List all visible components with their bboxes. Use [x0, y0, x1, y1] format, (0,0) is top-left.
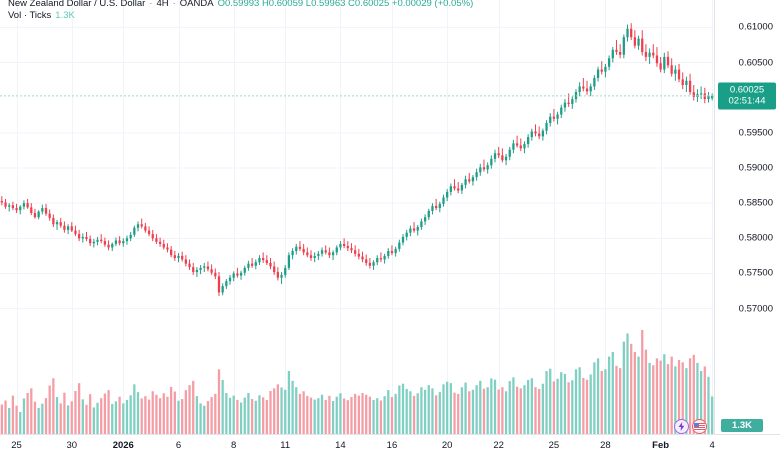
price-tick: 0.57500 [738, 267, 773, 279]
economic-event-bolt-icon[interactable] [674, 419, 689, 434]
time-tick: 8 [231, 440, 237, 451]
time-tick: 28 [600, 440, 611, 451]
grid-lines [0, 0, 714, 434]
chart-canvas [0, 0, 714, 434]
price-tick: 0.60500 [738, 57, 773, 69]
time-tick: 25 [11, 440, 22, 451]
time-tick: 20 [441, 440, 453, 451]
volume-bars [0, 330, 714, 434]
candlesticks [0, 23, 714, 296]
price-tick: 0.59000 [738, 162, 773, 174]
last-price-badge[interactable]: 0.60025 02:51:44 [718, 82, 776, 110]
price-tick: 0.61000 [738, 21, 773, 33]
bar-countdown: 02:51:44 [728, 95, 766, 107]
time-tick: 30 [66, 440, 78, 451]
time-tick: 14 [335, 440, 346, 451]
time-tick: 25 [548, 440, 560, 451]
price-scale[interactable]: 0.61000 0.60500 0.59500 0.59000 0.58500 0.580… [714, 0, 780, 434]
price-tick: 0.57000 [738, 303, 773, 315]
time-tick: Feb [652, 440, 670, 451]
time-tick: 16 [386, 440, 398, 451]
price-tick: 0.58500 [738, 197, 773, 209]
volume-last-badge[interactable]: 1.3K [721, 419, 763, 432]
time-tick: 11 [280, 440, 291, 451]
time-scale[interactable]: 25 30 2026 6 8 11 14 16 20 22 25 28 Feb 4 [0, 434, 780, 470]
time-tick: 22 [493, 440, 504, 451]
economic-event-us-flag-icon[interactable] [692, 419, 707, 434]
price-tick: 0.58000 [738, 232, 773, 244]
time-tick: 2026 [112, 440, 134, 451]
time-tick: 4 [709, 440, 715, 451]
last-price-value: 0.60025 [729, 84, 765, 96]
chart-plot-area[interactable] [0, 0, 714, 434]
time-tick: 6 [175, 440, 182, 451]
price-tick: 0.59500 [738, 127, 773, 139]
